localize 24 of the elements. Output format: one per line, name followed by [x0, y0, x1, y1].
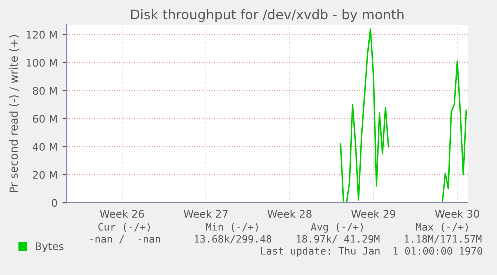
x-tick-label: Week 28: [268, 210, 312, 218]
x-tick-label: Week 27: [184, 210, 228, 218]
y-tick-label: 40 M: [32, 143, 57, 152]
text: Last update: Thu Jan 1 01:00:00 1970: [261, 247, 482, 257]
x-tick-label: Week 30: [435, 210, 480, 218]
x-tick-label: Week 29: [352, 210, 396, 218]
text: Max (-/+): [416, 223, 468, 232]
chart-title: Disk throughput for /dev/xvdb - by month: [131, 9, 404, 22]
text: Cur (-/+): [98, 223, 150, 232]
text: Min (-/+): [206, 223, 258, 232]
y-tick-label: 100 M: [26, 59, 57, 67]
y-tick-label: 80 M: [33, 87, 57, 95]
x-tick-label: Week 26: [100, 210, 144, 218]
legend-label: Bytes: [36, 242, 64, 252]
y-tick-label: 20 M: [33, 171, 57, 180]
y-tick-label: 0: [52, 199, 58, 208]
y-axis-title: Pr second read (-) / write (+): [9, 35, 20, 193]
text: Avg (-/+): [311, 223, 364, 233]
y-tick-label: 60 M: [33, 115, 57, 124]
text: -nan / -nan: [90, 235, 160, 244]
text: 1.18M/171.57M: [405, 235, 482, 244]
y-tick-label: 120 M: [26, 31, 57, 39]
text: 18.97k/ 41.29M: [297, 235, 380, 244]
text: 13.68k/299.48: [195, 235, 272, 244]
